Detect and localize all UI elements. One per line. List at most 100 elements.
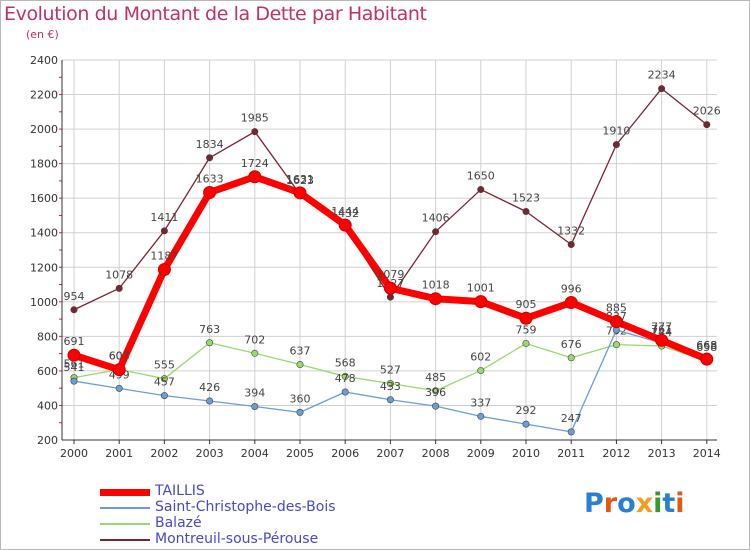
y-tick-label: 2200 xyxy=(30,89,58,102)
data-point-balaze xyxy=(522,339,530,347)
data-label-taillis: 1187 xyxy=(150,250,178,263)
data-label-taillis: 1079 xyxy=(376,268,404,281)
data-label-taillis: 1001 xyxy=(467,282,495,295)
data-point-balaze xyxy=(341,372,349,380)
y-tick-label: 1800 xyxy=(30,158,58,171)
data-point-saint-christophe-des-bois xyxy=(206,397,214,405)
data-label-montreuil-sous-perouse: 1411 xyxy=(150,211,178,224)
y-tick-label: 600 xyxy=(37,365,58,378)
data-label-taillis: 607 xyxy=(109,350,130,363)
data-label-saint-christophe-des-bois: 360 xyxy=(290,392,311,405)
data-point-montreuil-sous-perouse xyxy=(612,141,620,149)
y-tick-label: 2400 xyxy=(30,54,58,67)
data-point-balaze xyxy=(612,341,620,349)
legend-swatch-saint-christophe-des-bois xyxy=(100,507,150,509)
data-label-taillis: 668 xyxy=(696,339,717,352)
legend-swatch-taillis xyxy=(100,489,150,496)
data-point-saint-christophe-des-bois xyxy=(386,396,394,404)
data-label-balaze: 658 xyxy=(696,341,717,354)
data-label-montreuil-sous-perouse: 1834 xyxy=(196,138,224,151)
data-point-taillis xyxy=(248,170,262,184)
data-point-montreuil-sous-perouse xyxy=(522,207,530,215)
data-point-montreuil-sous-perouse xyxy=(70,306,78,314)
y-tick-label: 400 xyxy=(37,399,58,412)
data-point-taillis xyxy=(474,295,488,309)
data-label-saint-christophe-des-bois: 478 xyxy=(335,372,356,385)
data-point-montreuil-sous-perouse xyxy=(658,85,666,93)
logo-letter: x xyxy=(635,488,654,519)
data-point-saint-christophe-des-bois xyxy=(296,408,304,416)
data-label-balaze: 637 xyxy=(290,345,311,358)
data-label-saint-christophe-des-bois: 394 xyxy=(244,386,265,399)
legend-swatch-montreuil-sous-perouse xyxy=(100,539,150,541)
data-point-balaze xyxy=(160,375,168,383)
data-point-taillis xyxy=(519,311,533,325)
data-label-balaze: 676 xyxy=(561,338,582,351)
data-point-balaze xyxy=(206,339,214,347)
data-point-saint-christophe-des-bois xyxy=(341,388,349,396)
data-label-montreuil-sous-perouse: 1078 xyxy=(105,268,133,281)
data-label-balaze: 602 xyxy=(470,351,491,364)
data-point-balaze xyxy=(567,354,575,362)
data-point-saint-christophe-des-bois xyxy=(70,377,78,385)
logo-letter: i xyxy=(653,488,663,519)
x-tick-label: 2004 xyxy=(241,447,269,460)
data-label-saint-christophe-des-bois: 541 xyxy=(64,361,85,374)
data-label-taillis: 777 xyxy=(651,320,672,333)
data-label-saint-christophe-des-bois: 426 xyxy=(199,381,220,394)
data-label-saint-christophe-des-bois: 761 xyxy=(651,323,672,336)
data-label-balaze: 527 xyxy=(380,364,401,377)
y-tick-label: 1600 xyxy=(30,192,58,205)
data-point-saint-christophe-des-bois xyxy=(522,420,530,428)
data-label-balaze: 561 xyxy=(64,358,85,371)
data-label-saint-christophe-des-bois: 247 xyxy=(561,412,582,425)
data-label-taillis: 885 xyxy=(606,302,627,315)
data-label-taillis: 905 xyxy=(516,298,537,311)
data-point-taillis xyxy=(157,263,171,277)
data-point-montreuil-sous-perouse xyxy=(206,154,214,162)
data-label-balaze: 759 xyxy=(516,323,537,336)
y-tick-label: 200 xyxy=(37,434,58,447)
x-tick-label: 2005 xyxy=(286,447,314,460)
data-label-saint-christophe-des-bois: 337 xyxy=(470,396,491,409)
data-point-montreuil-sous-perouse xyxy=(567,240,575,248)
data-label-montreuil-sous-perouse: 1523 xyxy=(512,191,540,204)
data-label-taillis: 1444 xyxy=(331,205,359,218)
data-point-taillis xyxy=(112,363,126,377)
x-tick-label: 2001 xyxy=(105,447,133,460)
data-label-montreuil-sous-perouse: 1910 xyxy=(602,125,630,138)
proxiti-logo: Proxiti xyxy=(584,488,685,519)
data-label-montreuil-sous-perouse: 1623 xyxy=(286,174,314,187)
data-point-taillis xyxy=(700,352,714,366)
logo-letter: P xyxy=(584,488,604,519)
data-label-balaze: 555 xyxy=(154,359,175,372)
x-tick-label: 2006 xyxy=(331,447,359,460)
data-label-taillis: 691 xyxy=(64,335,85,348)
data-point-montreuil-sous-perouse xyxy=(115,284,123,292)
x-tick-label: 2000 xyxy=(60,447,88,460)
data-label-montreuil-sous-perouse: 1332 xyxy=(557,224,585,237)
data-point-saint-christophe-des-bois xyxy=(477,412,485,420)
data-label-balaze: 763 xyxy=(199,323,220,336)
y-tick-label: 2000 xyxy=(30,123,58,136)
logo-letter: i xyxy=(675,488,685,519)
data-point-montreuil-sous-perouse xyxy=(477,186,485,194)
logo-letter: t xyxy=(662,488,676,519)
data-point-taillis xyxy=(67,348,81,362)
data-point-montreuil-sous-perouse xyxy=(160,227,168,235)
data-point-taillis xyxy=(609,315,623,329)
data-point-balaze xyxy=(251,349,259,357)
data-label-balaze: 485 xyxy=(425,371,446,384)
legend-label-montreuil-sous-perouse: Montreuil-sous-Pérouse xyxy=(155,531,319,547)
data-point-saint-christophe-des-bois xyxy=(160,392,168,400)
data-label-montreuil-sous-perouse: 1650 xyxy=(467,170,495,183)
data-point-taillis xyxy=(429,292,443,306)
plot-area xyxy=(62,60,717,440)
data-point-taillis xyxy=(338,218,352,232)
data-point-montreuil-sous-perouse xyxy=(432,228,440,236)
data-label-saint-christophe-des-bois: 396 xyxy=(425,386,446,399)
data-label-montreuil-sous-perouse: 2026 xyxy=(693,105,721,118)
data-label-saint-christophe-des-bois: 668 xyxy=(696,339,717,352)
data-label-taillis: 1633 xyxy=(196,172,224,185)
